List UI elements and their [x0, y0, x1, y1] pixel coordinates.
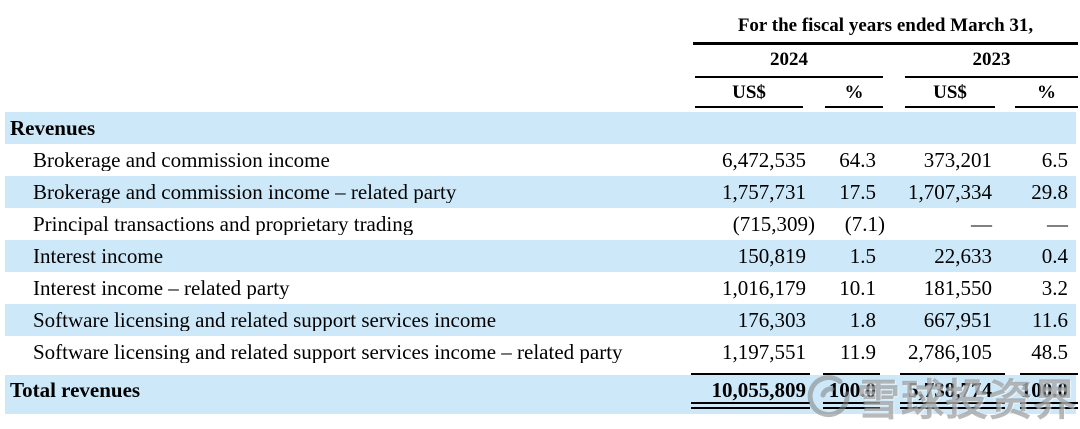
table-header: For the fiscal years ended March 31, 202… [0, 0, 1080, 112]
header-title-rule [693, 42, 1078, 45]
table-row: Software licensing and related support s… [5, 336, 1076, 368]
cell-us-2023: 2,786,105 [908, 339, 992, 364]
cell-pct-2024: 11.9 [840, 339, 876, 364]
cell-pct-2024: 17.5 [839, 179, 876, 204]
cell-us-2023: 667,951 [923, 307, 992, 332]
cell-us-2023: 1,707,334 [908, 179, 992, 204]
cell-pct-2023: 11.6 [1032, 307, 1068, 332]
year-2023-rule [905, 76, 1078, 78]
total-double-rule [900, 402, 1005, 409]
cell-pct-2024: 64.3 [839, 147, 876, 172]
row-label: Brokerage and commission income [33, 149, 330, 171]
cell-pct-2024: 1.8 [849, 307, 876, 332]
table-body: Revenues Brokerage and commission income… [0, 112, 1080, 414]
row-label: Software licensing and related support s… [33, 341, 623, 363]
cell-us-2023: 22,633 [934, 243, 992, 268]
total-pct-2024: 100.0 [828, 378, 876, 402]
table-row: Interest income 150,819 1.5 22,633 0.4 [5, 240, 1076, 272]
cell-pct-2023: 3.2 [1041, 275, 1068, 300]
cell-us-2024: 1,016,179 [722, 275, 806, 300]
total-label: Total revenues [10, 380, 141, 401]
total-us-2023: 5,738,774 [908, 378, 992, 402]
table-row: Interest income – related party 1,016,17… [5, 272, 1076, 304]
cell-us-2024: 1,757,731 [722, 179, 806, 204]
total-top-rule [691, 373, 810, 375]
cell-us-2023: 181,550 [923, 275, 992, 300]
cell-pct-2023: 48.5 [1031, 339, 1068, 364]
row-label: Brokerage and commission income – relate… [33, 181, 457, 203]
year-2024-header: 2024 [770, 49, 808, 70]
row-label: Interest income – related party [33, 277, 290, 299]
cell-pct-2023: — [1047, 211, 1068, 236]
header-title: For the fiscal years ended March 31, [737, 15, 1034, 36]
table-row: Software licensing and related support s… [5, 304, 1076, 336]
cell-pct-2023: 0.4 [1041, 243, 1068, 268]
col-header-pct-2023: % [1037, 82, 1056, 103]
total-double-rule [691, 402, 810, 409]
year-2024-rule [695, 76, 883, 78]
total-double-rule [1020, 402, 1078, 409]
row-label: Principal transactions and proprietary t… [33, 213, 414, 235]
col-rule-pct-2024 [825, 106, 883, 108]
total-us-2024: 10,055,809 [711, 378, 807, 402]
total-double-rule [823, 402, 880, 409]
cell-us-2024: 150,819 [737, 243, 806, 268]
section-row-revenues: Revenues [5, 112, 1076, 144]
col-rule-us-2023 [905, 106, 995, 108]
total-top-rule [823, 373, 880, 375]
year-2023-header: 2023 [972, 49, 1011, 70]
table-row: Brokerage and commission income – relate… [5, 176, 1076, 208]
cell-us-2024: 176,303 [737, 307, 806, 332]
col-header-us-2024: US$ [732, 82, 766, 103]
table-row: Principal transactions and proprietary t… [5, 208, 1076, 240]
cell-us-2024: 1,197,551 [722, 339, 806, 364]
cell-us-2024: (715,309) [732, 211, 815, 236]
pre-total-spacer [5, 368, 1076, 375]
cell-us-2023: 373,201 [923, 147, 992, 172]
col-rule-pct-2023 [1015, 106, 1078, 108]
cell-us-2024: 6,472,535 [722, 147, 806, 172]
cell-pct-2024: 10.1 [839, 275, 876, 300]
total-row: Total revenues 10,055,809 100.0 5,738,77… [5, 375, 1076, 414]
row-label: Software licensing and related support s… [33, 309, 497, 331]
section-label: Revenues [10, 117, 96, 139]
cell-pct-2023: 29.8 [1031, 179, 1068, 204]
cell-us-2023: — [971, 211, 992, 236]
total-top-rule [900, 373, 1005, 375]
total-top-rule [1020, 373, 1078, 375]
col-rule-us-2024 [695, 106, 803, 108]
col-header-pct-2024: % [844, 82, 864, 103]
cell-pct-2023: 6.5 [1041, 147, 1068, 172]
row-label: Interest income [33, 245, 164, 267]
cell-pct-2024: 1.5 [849, 243, 876, 268]
cell-pct-2024: (7.1) [844, 211, 885, 236]
table-row: Brokerage and commission income 6,472,53… [5, 144, 1076, 176]
total-pct-2023: 100.0 [1020, 378, 1068, 402]
col-header-us-2023: US$ [933, 82, 967, 103]
